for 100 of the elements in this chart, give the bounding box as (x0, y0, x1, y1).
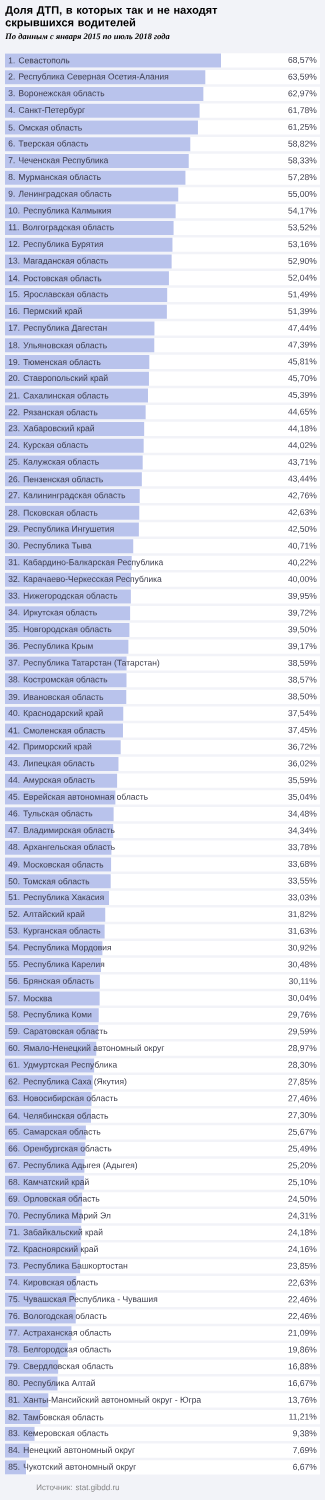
y-tick-label: 35. Новгородская область (8, 625, 112, 634)
data-label: 24,50% (288, 1195, 317, 1203)
y-tick-label: 69. Орловская область (8, 1195, 100, 1204)
y-tick-label: 26. Пензенская область (8, 475, 103, 483)
data-label: 37,45% (288, 726, 317, 734)
y-tick-label: 30. Республика Тыва (8, 542, 92, 551)
data-label: 44,18% (288, 425, 317, 433)
y-tick-label: 9. Ленинградская область (8, 190, 112, 199)
data-label: 30,11% (288, 978, 317, 986)
data-label: 30,04% (288, 994, 317, 1002)
data-label: 29,59% (288, 1028, 317, 1036)
y-tick-label: 59. Саратовская область (8, 1027, 108, 1036)
data-label: 29,76% (288, 1011, 317, 1019)
data-label: 13,76% (288, 1396, 317, 1404)
data-label: 24,31% (288, 1212, 317, 1220)
y-tick-label: 1. Севастополь (8, 57, 70, 64)
data-label: 31,82% (288, 911, 317, 919)
y-tick-label: 54. Республика Мордовия (8, 944, 111, 953)
chart-title: Доля ДТП, в которых так и не находят скрывшихся водителей (5, 6, 218, 29)
y-tick-label: 74. Кировская область (8, 1279, 98, 1288)
data-label: 61,25% (288, 123, 317, 131)
data-label: 58,33% (288, 157, 317, 165)
y-tick-label: 13. Магаданская область (8, 257, 109, 266)
y-tick-label: 16. Пермский край (8, 307, 82, 316)
data-label: 52,04% (288, 274, 317, 282)
y-tick-label: 43. Липецкая область (8, 759, 95, 768)
data-label: 63,59% (288, 73, 317, 81)
y-tick-label: 55. Республика Карелия (8, 960, 105, 969)
y-tick-label: 23. Хабаровский край (8, 424, 94, 433)
y-tick-label: 31. Кабардино-Балкарская Республика (8, 558, 164, 567)
data-label: 44,65% (288, 408, 317, 416)
data-label: 53,16% (288, 241, 317, 249)
y-tick-label: 79. Свердловская область (8, 1362, 114, 1371)
y-tick-label: 3. Воронежская область (8, 89, 105, 98)
y-tick-label: 52. Алтайский край (8, 910, 85, 919)
data-label: 22,46% (288, 1313, 317, 1321)
data-label: 22,63% (288, 1279, 317, 1287)
data-label: 25,49% (288, 1145, 317, 1153)
y-tick-label: 19. Тюменская область (8, 358, 101, 366)
y-tick-label: 78. Белгородская область (8, 1346, 111, 1355)
data-label: 40,00% (288, 576, 317, 584)
data-label: 22,46% (288, 1296, 317, 1304)
data-label: 45,81% (288, 358, 317, 366)
y-tick-label: 21. Сахалинская область (8, 392, 109, 399)
data-label: 33,78% (288, 844, 317, 852)
y-tick-label: 17. Республика Дагестан (8, 324, 107, 333)
data-label: 24,18% (288, 1229, 317, 1237)
data-label: 38,59% (288, 659, 317, 667)
data-label: 39,17% (288, 643, 317, 651)
y-tick-label: 70. Республика Марий Эл (8, 1212, 111, 1221)
y-tick-label: 2. Республика Северная Осетия-Алания (8, 73, 169, 82)
y-tick-label: 39. Ивановская область (8, 693, 104, 701)
y-tick-label: 14. Ростовская область (8, 274, 102, 282)
y-tick-label: 42. Приморский край (8, 743, 92, 752)
y-tick-label: 38. Костромская область (8, 676, 108, 685)
y-tick-label: 71. Забайкальский край (8, 1228, 103, 1237)
y-tick-label: 67. Республика Адыгея (Адыгея) (8, 1161, 138, 1170)
y-tick-label: 61. Удмуртская Республика (8, 1061, 118, 1070)
data-label: 62,97% (288, 90, 317, 98)
data-label: 45,39% (288, 391, 317, 399)
y-tick-label: 56. Брянская область (8, 977, 94, 986)
bar (5, 1225, 82, 1240)
data-label: 42,63% (288, 509, 317, 517)
data-label: 31,63% (288, 927, 317, 935)
data-label: 61,78% (288, 107, 317, 115)
y-tick-label: 53. Курганская область (8, 927, 101, 936)
y-tick-label: 24. Курская область (8, 441, 88, 450)
y-tick-label: 32. Карачаево-Черкесская Республика (8, 575, 162, 584)
y-tick-label: 4. Санкт-Петербург (8, 106, 85, 115)
data-label: 24,16% (288, 1246, 317, 1254)
data-label: 6,67% (293, 1463, 317, 1471)
y-tick-label: 64. Челябинская область (8, 1112, 109, 1119)
y-tick-label: 22. Рязанская область (8, 408, 98, 416)
data-label: 43,71% (288, 458, 317, 466)
data-label: 21,09% (288, 1329, 317, 1337)
data-label: 28,97% (288, 1045, 317, 1053)
y-tick-label: 58. Республика Коми (8, 1011, 92, 1020)
data-label: 38,57% (288, 676, 317, 684)
data-label: 30,48% (288, 961, 317, 969)
data-label: 47,44% (288, 324, 317, 332)
data-label: 43,44% (288, 475, 317, 483)
y-tick-label: 33. Нижегородская область (8, 592, 118, 601)
y-tick-label: 5. Омская область (8, 124, 82, 131)
data-label: 40,22% (288, 559, 317, 567)
y-tick-label: 82. Тамбовская область (8, 1413, 104, 1421)
data-label: 30,92% (288, 944, 317, 952)
data-label: 25,20% (288, 1162, 317, 1170)
y-tick-label: 83. Кемеровская область (8, 1429, 109, 1438)
data-label: 47,39% (288, 341, 317, 349)
data-label: 34,48% (288, 810, 317, 818)
data-label: 57,28% (288, 174, 317, 182)
y-tick-label: 85. Чукотский автономный округ (8, 1463, 137, 1472)
y-tick-label: 46. Тульская область (8, 810, 93, 819)
data-label: 23,85% (288, 1262, 317, 1270)
data-label: 55,00% (288, 190, 317, 198)
y-tick-label: 36. Республика Крым (8, 642, 93, 651)
y-tick-label: 60. Ямало-Ненецкий автономный округ (8, 1044, 165, 1053)
data-label: 9,38% (293, 1430, 317, 1438)
data-label: 33,55% (288, 877, 317, 885)
y-tick-label: 73. Республика Башкортостан (8, 1262, 128, 1271)
